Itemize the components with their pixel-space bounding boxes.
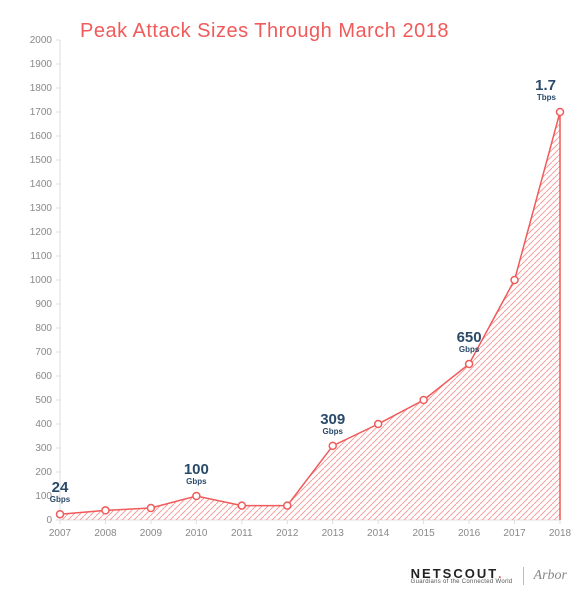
y-tick-label: 1400	[30, 179, 53, 190]
y-tick-label: 700	[35, 347, 52, 358]
area-fill	[60, 40, 560, 520]
y-tick-label: 0	[46, 515, 52, 526]
callout-value: 24	[52, 479, 69, 496]
y-tick-label: 1000	[30, 275, 53, 286]
x-tick-label: 2007	[49, 528, 72, 539]
data-point	[511, 277, 518, 284]
callout-value: 309	[320, 411, 345, 428]
y-tick-label: 1900	[30, 59, 53, 70]
callout-value: 650	[457, 329, 482, 346]
x-tick-label: 2013	[322, 528, 345, 539]
chart-container: Peak Attack Sizes Through March 2018 0 10…	[0, 0, 587, 591]
data-point	[329, 442, 336, 449]
data-point	[557, 109, 564, 116]
data-point	[420, 397, 427, 404]
data-point	[284, 502, 291, 509]
x-tick-label: 2016	[458, 528, 481, 539]
y-tick-label: 800	[35, 323, 52, 334]
data-point	[57, 511, 64, 518]
netscout-logo: NETSCOUT. Guardians of the Connected Wor…	[411, 566, 513, 585]
y-tick-label: 900	[35, 299, 52, 310]
x-tick-label: 2012	[276, 528, 299, 539]
y-tick-label: 1200	[30, 227, 53, 238]
callout-unit: Gbps	[50, 495, 71, 504]
x-tick-label: 2014	[367, 528, 390, 539]
x-tick-label: 2018	[549, 528, 572, 539]
partner-name: Arbor	[534, 568, 567, 584]
y-tick-label: 500	[35, 395, 52, 406]
footer-divider	[523, 567, 524, 585]
data-point	[375, 421, 382, 428]
chart-title: Peak Attack Sizes Through March 2018	[80, 20, 449, 43]
x-tick-label: 2010	[185, 528, 208, 539]
area-chart: 0 100 200 300 400 500 600 700 800 900 1000 1100 1200…	[0, 0, 587, 560]
data-point	[466, 361, 473, 368]
callout-unit: Gbps	[323, 427, 344, 436]
data-point	[147, 505, 154, 512]
y-tick-label: 1800	[30, 83, 53, 94]
x-tick-label: 2011	[231, 528, 253, 539]
y-tick-label: 1700	[30, 107, 53, 118]
callout-unit: Tbps	[537, 93, 557, 102]
callout-value: 100	[184, 461, 209, 478]
callout-unit: Gbps	[186, 477, 207, 486]
x-tick-label: 2017	[503, 528, 526, 539]
chart-footer: NETSCOUT. Guardians of the Connected Wor…	[411, 566, 567, 585]
y-tick-label: 1500	[30, 155, 53, 166]
y-tick-label: 400	[35, 419, 52, 430]
y-tick-label: 1600	[30, 131, 53, 142]
x-tick-label: 2015	[413, 528, 436, 539]
callout-value: 1.7	[535, 77, 556, 94]
data-point	[238, 502, 245, 509]
y-tick-label: 2000	[30, 35, 53, 46]
y-tick-label: 600	[35, 371, 52, 382]
data-point	[193, 493, 200, 500]
callout-unit: Gbps	[459, 345, 480, 354]
y-tick-label: 1300	[30, 203, 53, 214]
y-tick-label: 200	[35, 467, 52, 478]
brand-sub: Guardians of the Connected World	[411, 579, 513, 585]
x-tick-label: 2008	[94, 528, 117, 539]
y-tick-label: 1100	[30, 251, 52, 262]
data-point	[102, 507, 109, 514]
y-tick-label: 300	[35, 443, 52, 454]
x-tick-label: 2009	[140, 528, 163, 539]
